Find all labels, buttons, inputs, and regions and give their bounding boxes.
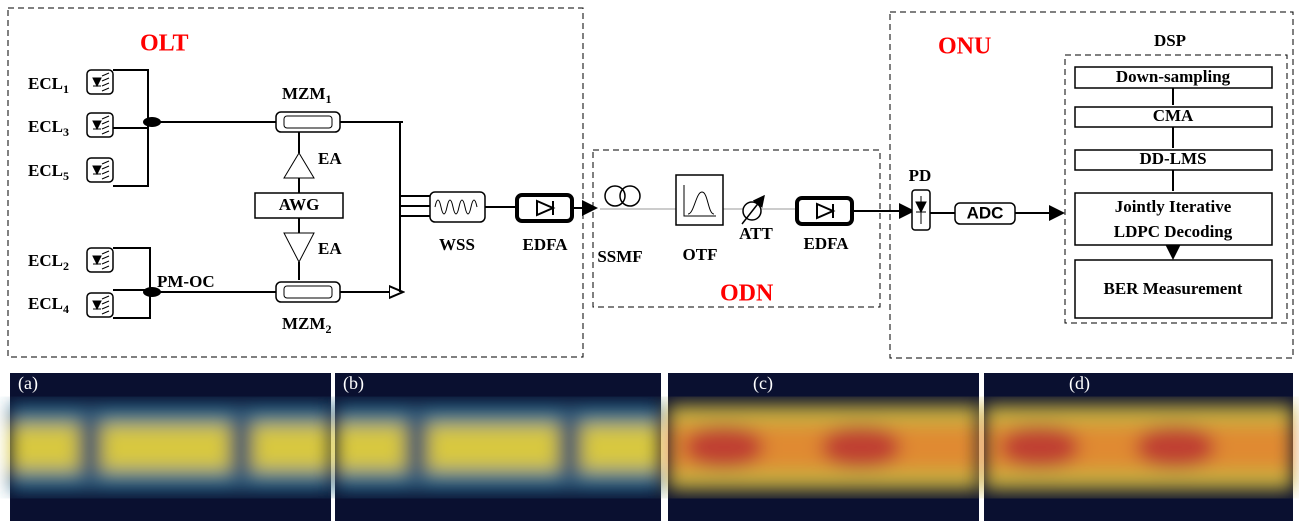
olt-title: OLT <box>140 31 188 57</box>
pd-label: PD <box>909 166 932 185</box>
dsp-step: Down-sampling <box>1116 67 1231 86</box>
otf-label: OTF <box>683 245 718 264</box>
shape: ECL5 <box>28 161 69 183</box>
eye-label: (a) <box>18 373 38 394</box>
dsp-title: DSP <box>1154 31 1186 50</box>
adc-label: ADC <box>967 203 1004 222</box>
laser-sub: 4 <box>63 302 69 316</box>
ssmf-label: SSMF <box>597 247 642 266</box>
eye-diagram: (a) <box>10 373 331 521</box>
shape: MZM2 <box>282 314 331 336</box>
laser-label: ECL <box>28 74 63 93</box>
shape: MZM1 <box>282 84 331 106</box>
shape <box>284 153 314 178</box>
shape <box>87 70 113 94</box>
mzm-label: MZM <box>282 84 325 103</box>
eye-label: (b) <box>343 373 364 394</box>
mzm-sub: 2 <box>325 322 331 336</box>
mzm-sub: 1 <box>325 92 331 106</box>
laser-sub: 5 <box>63 169 69 183</box>
eye-label: (d) <box>1069 373 1090 394</box>
shape <box>284 233 314 262</box>
laser-label: ECL <box>28 251 63 270</box>
laser-sub: 2 <box>63 259 69 273</box>
shape: ECL4 <box>28 294 69 316</box>
dsp-step: CMA <box>1153 106 1194 125</box>
laser-group: ECL1 ECL3 ECL5 ECL2 ECL4 <box>28 70 113 317</box>
ea-label: EA <box>318 239 342 258</box>
shape <box>276 112 340 132</box>
shape <box>676 175 723 225</box>
dsp-step: LDPC Decoding <box>1114 222 1233 241</box>
edfa-label: EDFA <box>522 235 568 254</box>
eye-glow <box>335 405 661 490</box>
dsp-step: DD-LMS <box>1139 149 1206 168</box>
shape <box>113 70 150 318</box>
ea-label: EA <box>318 149 342 168</box>
coupler-label: PM-OC <box>157 272 215 291</box>
shape: ECL3 <box>28 117 69 139</box>
eye-diagram: (d) <box>984 373 1293 521</box>
laser-label: ECL <box>28 161 63 180</box>
shape <box>87 248 113 272</box>
onu-title: ONU <box>938 34 991 60</box>
eye-glow <box>984 405 1293 490</box>
shape: ECL1 <box>28 74 69 96</box>
laser-label: ECL <box>28 294 63 313</box>
att-label: ATT <box>739 224 773 243</box>
dsp-step: BER Measurement <box>1104 279 1243 298</box>
awg-label: AWG <box>279 195 320 214</box>
shape: ECL2 <box>28 251 69 273</box>
shape <box>87 158 113 182</box>
edfa-label: EDFA <box>803 234 849 253</box>
eye-diagram: (c) <box>668 373 979 521</box>
eye-diagrams: (a) (b) (c) (d) <box>10 373 1293 521</box>
diagram: OLT ODN ONU DSP ECL1 ECL3 ECL5 ECL2 ECL4… <box>0 0 1299 521</box>
shape <box>87 113 113 137</box>
eye-glow <box>10 405 331 490</box>
shape <box>797 198 852 224</box>
laser-sub: 1 <box>63 82 69 96</box>
odn-title: ODN <box>720 281 774 307</box>
shape <box>400 122 430 292</box>
shape <box>517 195 572 221</box>
eye-diagram: (b) <box>335 373 661 521</box>
shape <box>620 186 640 206</box>
dsp-step: Jointly Iterative <box>1115 197 1232 216</box>
laser-sub: 3 <box>63 125 69 139</box>
mzm-label: MZM <box>282 314 325 333</box>
laser-label: ECL <box>28 117 63 136</box>
wss-label: WSS <box>439 235 475 254</box>
shape <box>87 293 113 317</box>
eye-label: (c) <box>753 373 773 394</box>
shape <box>276 282 340 302</box>
eye-glow <box>668 405 979 490</box>
